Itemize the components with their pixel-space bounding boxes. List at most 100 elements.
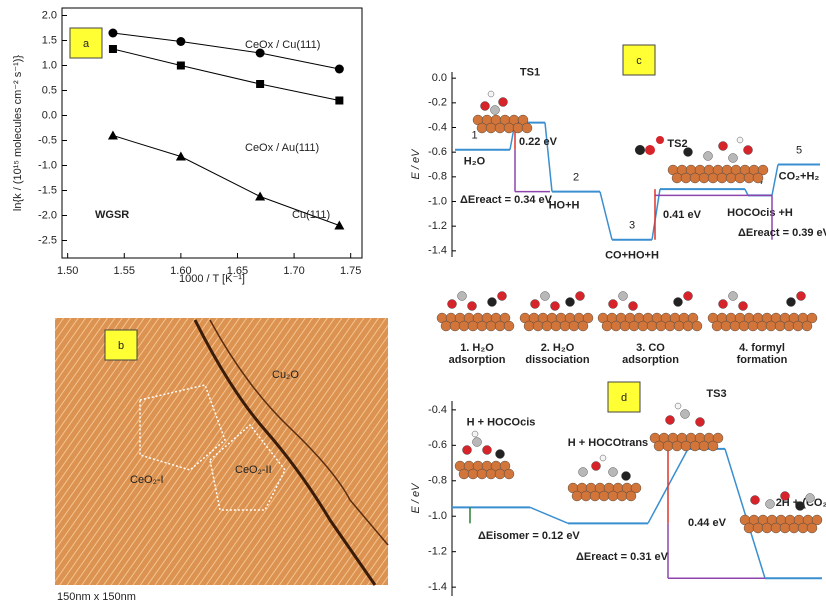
panel-label: c bbox=[636, 55, 642, 67]
atom bbox=[719, 142, 728, 151]
atom bbox=[729, 292, 738, 301]
atom bbox=[459, 321, 469, 331]
atom bbox=[504, 321, 514, 331]
atom bbox=[784, 321, 794, 331]
atom bbox=[674, 298, 683, 307]
atom bbox=[708, 173, 718, 183]
atom bbox=[498, 292, 507, 301]
atom bbox=[665, 321, 675, 331]
atom bbox=[681, 173, 691, 183]
atom bbox=[683, 321, 693, 331]
y-tick-label: -0.8 bbox=[428, 171, 447, 183]
connector bbox=[725, 449, 765, 578]
atom bbox=[483, 446, 492, 455]
state-label: H + HOCOcis bbox=[467, 416, 536, 428]
atom bbox=[787, 298, 796, 307]
state-label: HO+H bbox=[549, 200, 580, 212]
ts-label: TS2 bbox=[667, 138, 687, 150]
atom bbox=[533, 321, 543, 331]
y-tick-label: -2.0 bbox=[38, 209, 57, 221]
y-tick-label: -1.0 bbox=[428, 510, 447, 522]
series-label: CeOx / Au(111) bbox=[245, 142, 319, 154]
annotation: 0.22 eV bbox=[519, 136, 558, 148]
atom bbox=[744, 523, 754, 533]
atom bbox=[626, 491, 636, 501]
panel-label: d bbox=[621, 392, 627, 404]
atom bbox=[656, 136, 664, 144]
atom bbox=[638, 321, 648, 331]
atom bbox=[448, 300, 457, 309]
step-label: adsorption bbox=[449, 354, 506, 366]
atom bbox=[672, 441, 682, 451]
atom bbox=[717, 173, 727, 183]
atom bbox=[807, 523, 817, 533]
point bbox=[108, 131, 118, 140]
y-tick-label: -1.4 bbox=[428, 245, 447, 257]
state-number: 1 bbox=[471, 130, 477, 142]
connector bbox=[545, 123, 552, 192]
atom bbox=[757, 321, 767, 331]
atom bbox=[472, 431, 478, 437]
connector bbox=[530, 507, 568, 523]
atom bbox=[771, 523, 781, 533]
connector bbox=[745, 189, 748, 195]
atom bbox=[499, 98, 508, 107]
y-axis-label: E / eV bbox=[410, 482, 422, 514]
atom bbox=[729, 154, 738, 163]
y-tick-label: -0.6 bbox=[428, 439, 447, 451]
state-label: CO+HO+H bbox=[605, 250, 659, 262]
atom bbox=[486, 469, 496, 479]
atom bbox=[737, 137, 743, 143]
atom bbox=[798, 523, 808, 533]
y-tick-label: 1.0 bbox=[42, 59, 57, 71]
point bbox=[109, 45, 117, 53]
atom bbox=[551, 302, 560, 311]
series-line bbox=[113, 49, 339, 101]
connector bbox=[772, 165, 778, 196]
y-tick-label: -0.6 bbox=[428, 146, 447, 158]
atom bbox=[450, 321, 460, 331]
state-number: 2 bbox=[573, 172, 579, 184]
atom bbox=[696, 418, 705, 427]
state-label: HOCOcis +H bbox=[727, 207, 793, 219]
point bbox=[256, 80, 264, 88]
atom bbox=[704, 152, 713, 161]
y-axis-label: E / eV bbox=[410, 148, 422, 180]
atom bbox=[441, 321, 451, 331]
atom bbox=[481, 102, 490, 111]
atom bbox=[468, 321, 478, 331]
image-label: CeO₂-I bbox=[130, 474, 164, 486]
step-label: formation bbox=[737, 354, 788, 366]
state-number: 3 bbox=[629, 220, 635, 232]
atom bbox=[675, 403, 681, 409]
image-caption: 150nm x 150nm bbox=[57, 591, 136, 603]
atom bbox=[699, 441, 709, 451]
atom bbox=[619, 292, 628, 301]
y-tick-label: -0.4 bbox=[428, 121, 447, 133]
atom bbox=[495, 123, 505, 133]
atom bbox=[712, 321, 722, 331]
y-tick-label: -1.4 bbox=[428, 581, 447, 593]
atom bbox=[663, 441, 673, 451]
x-axis-label: 1000 / T [K⁻¹] bbox=[179, 273, 245, 285]
step-label: 1. H₂O bbox=[460, 342, 494, 354]
state-number: 5 bbox=[796, 144, 802, 156]
step-label: dissociation bbox=[525, 354, 589, 366]
atom bbox=[620, 321, 630, 331]
y-tick-label: 0.5 bbox=[42, 84, 57, 96]
panel-label: b bbox=[118, 340, 124, 352]
atom bbox=[744, 146, 753, 155]
state-label: H + HOCOtrans bbox=[568, 437, 648, 449]
atom bbox=[753, 173, 763, 183]
point bbox=[255, 192, 265, 201]
atom bbox=[719, 300, 728, 309]
atom bbox=[635, 145, 645, 155]
atom bbox=[656, 321, 666, 331]
atom bbox=[781, 492, 790, 501]
atom bbox=[473, 438, 482, 447]
point bbox=[176, 37, 185, 46]
step-label: 4. formyl bbox=[739, 342, 785, 354]
atom bbox=[692, 321, 702, 331]
step-label: 3. CO bbox=[636, 342, 665, 354]
annotation: ΔEreact = 0.39 eV bbox=[738, 227, 826, 239]
